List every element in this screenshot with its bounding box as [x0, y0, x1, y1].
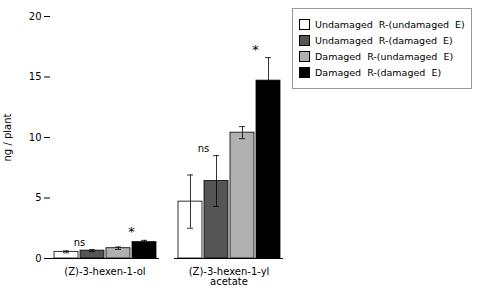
html-text:Undamaged R-(damaged E): Undamaged R-(damaged E) [315, 35, 453, 46]
svg-text:ns: ns [198, 143, 210, 154]
svg-text:ng / plant: ng / plant [2, 113, 13, 161]
html-text:Damaged R-(damaged E): Damaged R-(damaged E) [315, 67, 442, 78]
svg-text:10: 10 [29, 132, 42, 143]
svg-text:15: 15 [29, 71, 42, 82]
svg-text:(Z)-3-hexen-1-ol: (Z)-3-hexen-1-ol [64, 266, 145, 277]
html-text:Undamaged R-(undamaged E): Undamaged R-(undamaged E) [315, 19, 465, 30]
html-text:Damaged R-(undamaged E): Damaged R-(undamaged E) [315, 51, 454, 62]
svg-text:ns: ns [74, 237, 86, 248]
svg-text:(Z)-3-hexen-1-ylacetate: (Z)-3-hexen-1-ylacetate [189, 266, 270, 287]
svg-text:0: 0 [35, 253, 41, 264]
svg-text:20: 20 [29, 11, 42, 22]
svg-text:*: * [128, 224, 135, 239]
svg-text:*: * [252, 42, 259, 57]
svg-text:5: 5 [35, 192, 41, 203]
